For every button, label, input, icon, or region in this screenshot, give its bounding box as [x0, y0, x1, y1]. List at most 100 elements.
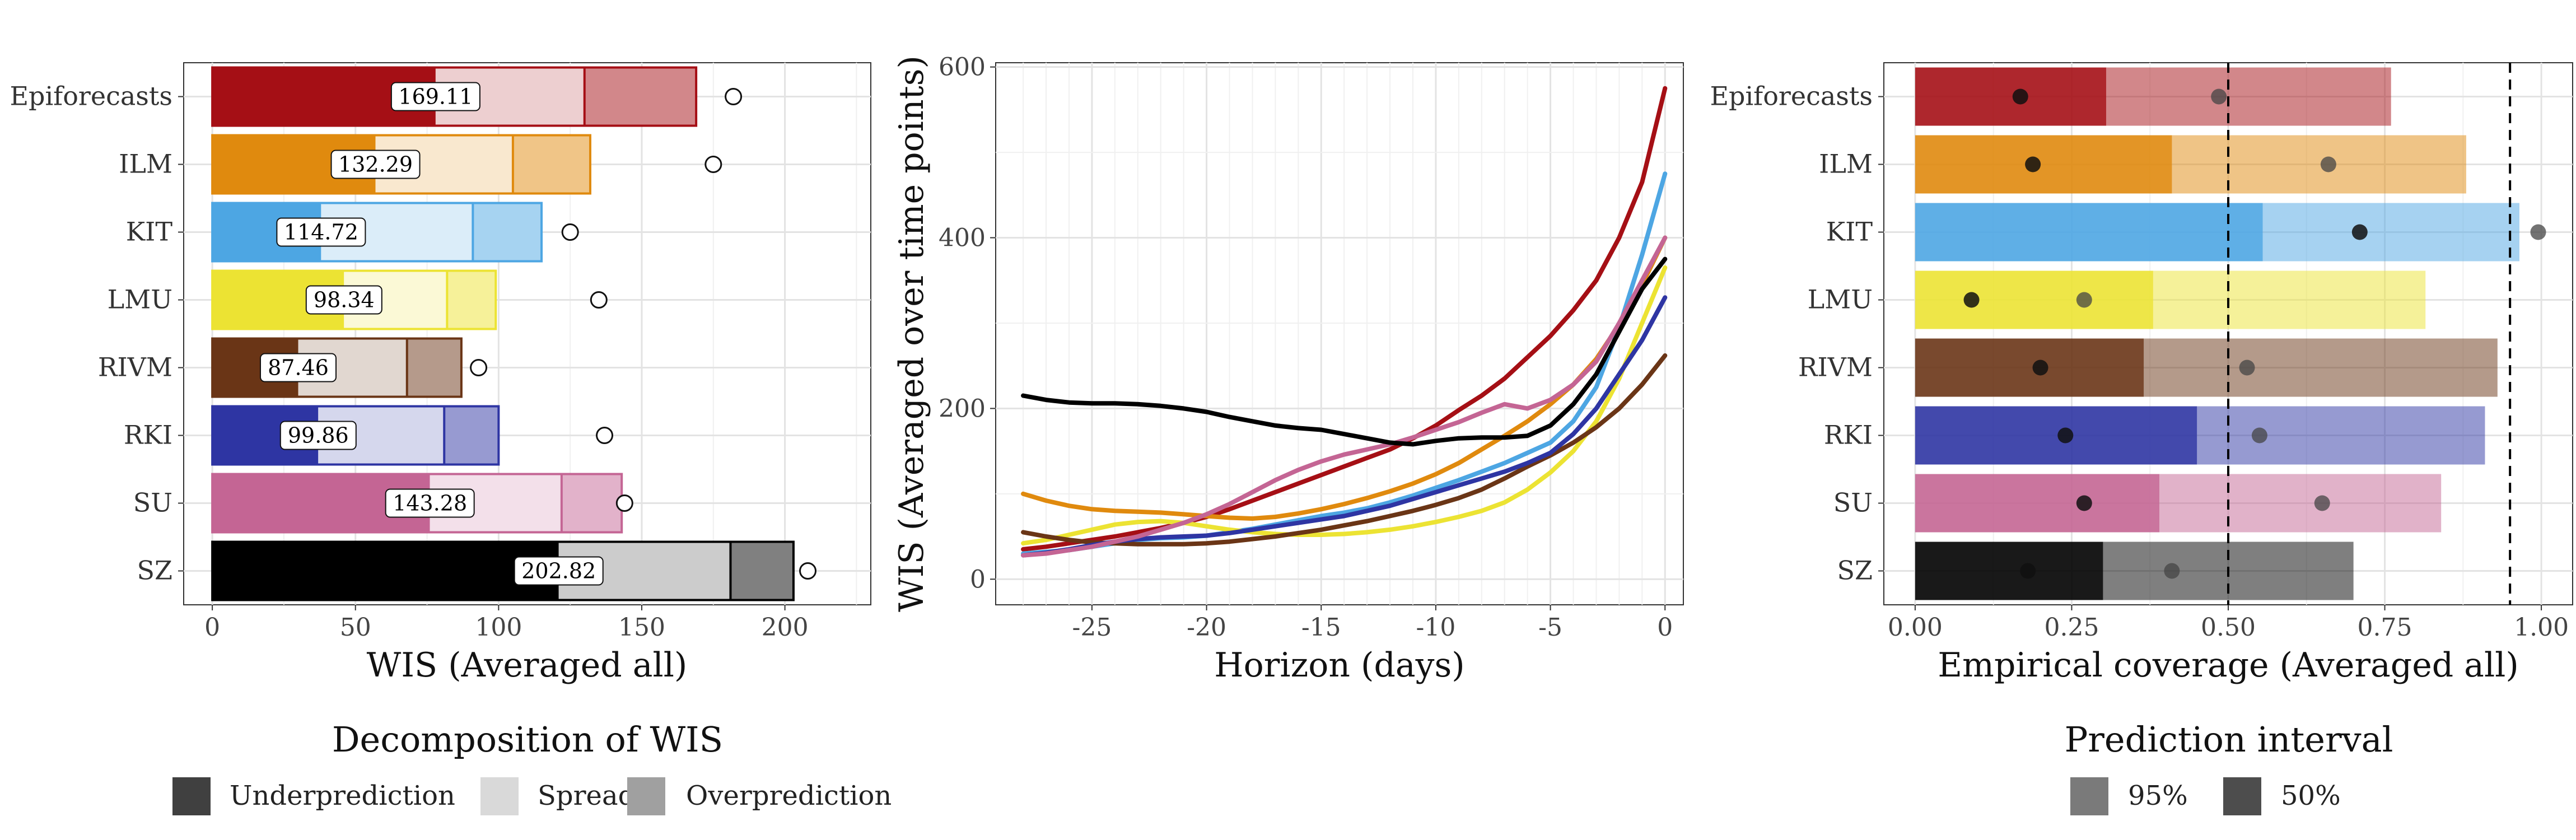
wis-horizon-panel: -25 -20 -15 -10 -5 0 0 200 400 600 Horizon (days… — [892, 53, 1684, 685]
series-line-rivm — [1021, 353, 1668, 547]
bar-50-lmu — [1915, 270, 2153, 329]
bar-overprediction-epiforecasts — [584, 67, 697, 126]
p2-xtick-label--5: -5 — [1538, 613, 1562, 642]
p3-category-label-sz: SZ — [1837, 556, 1873, 586]
p1-xtick-label-0: 0 — [204, 613, 220, 642]
p2-plot-area — [995, 62, 1684, 605]
category-label-kit: KIT — [126, 217, 173, 247]
legend1-label-underprediction: Underprediction — [230, 780, 455, 811]
point-95-ilm — [2320, 156, 2336, 172]
p3-category-label-epiforecasts: Epiforecasts — [1710, 81, 1873, 111]
p1-x-ticks: 0 50 100 150 200 — [204, 605, 809, 642]
series-line-sz — [1021, 256, 1668, 447]
value-label-box-sz — [514, 556, 604, 586]
point-50-rki — [2057, 427, 2074, 444]
legend1-key-underprediction — [172, 777, 211, 815]
point-50-lmu — [1963, 292, 1980, 308]
value-label-su: 143.28 — [393, 491, 467, 516]
p1-points — [470, 88, 817, 580]
legend3-key-95 — [2070, 777, 2108, 815]
series-line-epiforecasts — [1021, 86, 1668, 552]
bar-50-epiforecasts — [1915, 67, 2106, 126]
point-95-rivm — [2239, 360, 2255, 376]
p3-xtick-label-0-50: 0.50 — [2201, 613, 2256, 642]
legend1-key-overprediction — [627, 777, 665, 815]
point-ilm — [704, 156, 722, 173]
value-label-kit: 114.72 — [284, 220, 358, 245]
point-95-lmu — [2076, 292, 2092, 308]
bar-overprediction-su — [561, 474, 622, 533]
p1-xtick-label-100: 100 — [475, 613, 522, 642]
legend1-title: Decomposition of WIS — [332, 719, 723, 760]
p2-ytick-label-400: 400 — [939, 224, 986, 253]
legend3-label-95: 95% — [2128, 780, 2188, 811]
category-label-lmu: LMU — [108, 284, 172, 315]
bar-outline-epiforecasts — [211, 66, 698, 127]
p3-x-axis-title: Empirical coverage (Averaged all) — [1938, 646, 2519, 685]
p2-xtick-label--25: -25 — [1072, 613, 1112, 642]
point-50-rivm — [2032, 360, 2048, 376]
bar-overprediction-lmu — [447, 270, 496, 329]
value-label-box-rivm — [260, 353, 337, 382]
series-line-lmu — [1021, 265, 1668, 546]
bar-overprediction-rivm — [407, 338, 461, 397]
category-label-su: SU — [133, 488, 172, 518]
point-lmu — [590, 291, 608, 309]
point-50-kit — [2351, 224, 2368, 240]
p2-x-axis-title: Horizon (days) — [1214, 646, 1464, 685]
legend3-label-50: 50% — [2281, 780, 2341, 811]
p3-bars — [1915, 67, 2519, 600]
legend1-label-overprediction: Overprediction — [686, 780, 892, 811]
value-label-ilm: 132.29 — [338, 152, 413, 177]
point-50-sz — [2020, 563, 2036, 579]
category-label-sz: SZ — [137, 556, 172, 586]
bar-outline-kit — [211, 202, 543, 263]
p2-xtick-label--15: -15 — [1301, 613, 1341, 642]
p1-xtick-label-150: 150 — [618, 613, 665, 642]
bar-50-rivm — [1915, 338, 2144, 397]
value-label-rki: 99.86 — [288, 423, 349, 448]
p2-ytick-label-0: 0 — [970, 565, 986, 594]
p2-xtick-label--20: -20 — [1187, 613, 1226, 642]
p3-reference-lines — [2227, 63, 2512, 605]
value-label-box-su — [385, 488, 475, 518]
value-label-sz: 202.82 — [521, 559, 596, 584]
p3-category-label-su: SU — [1833, 488, 1873, 518]
p3-category-label-rki: RKI — [1824, 420, 1873, 450]
p3-points — [1963, 88, 2546, 579]
point-epiforecasts — [725, 88, 743, 105]
p3-xtick-label-1-00: 1.00 — [2514, 613, 2569, 642]
bar-outline-lmu — [211, 269, 497, 330]
p3-xtick-label-0-75: 0.75 — [2358, 613, 2412, 642]
point-sz — [799, 562, 817, 580]
bar-50-su — [1915, 474, 2159, 533]
p3-category-label-rivm: RIVM — [1798, 352, 1873, 382]
bar-50-ilm — [1915, 135, 2172, 194]
value-label-box-epiforecasts — [390, 82, 480, 111]
p2-xtick-label-0: 0 — [1657, 613, 1673, 642]
bar-overprediction-rki — [444, 406, 499, 465]
value-label-rivm: 87.46 — [268, 356, 329, 380]
bar-50-rki — [1915, 406, 2197, 465]
legend1-key-spread — [480, 777, 519, 815]
p2-series-lines — [1021, 86, 1668, 558]
p2-ytick-label-200: 200 — [939, 394, 986, 423]
value-label-box-ilm — [330, 150, 421, 179]
p1-value-labels: 169.11 132.29 114.72 98.34 87.46 99.86 143.28 2… — [260, 82, 604, 586]
p2-y-axis-title: WIS (Averaged over time points) — [892, 55, 931, 612]
p3-xtick-label-0-00: 0.00 — [1888, 613, 1943, 642]
p2-x-ticks: -25 -20 -15 -10 -5 0 — [1072, 605, 1673, 642]
value-label-box-kit — [276, 217, 366, 247]
value-label-lmu: 98.34 — [314, 288, 375, 312]
p3-xtick-label-0-25: 0.25 — [2044, 613, 2099, 642]
legend3-key-50 — [2223, 777, 2261, 815]
point-95-rki — [2251, 427, 2267, 444]
point-95-sz — [2164, 563, 2180, 579]
p3-category-label-ilm: ILM — [1819, 149, 1873, 179]
bar-overprediction-ilm — [512, 135, 590, 194]
p1-xtick-label-200: 200 — [762, 613, 809, 642]
point-95-su — [2314, 495, 2330, 511]
bar-50-kit — [1915, 203, 2263, 262]
bar-overprediction-sz — [730, 542, 794, 600]
